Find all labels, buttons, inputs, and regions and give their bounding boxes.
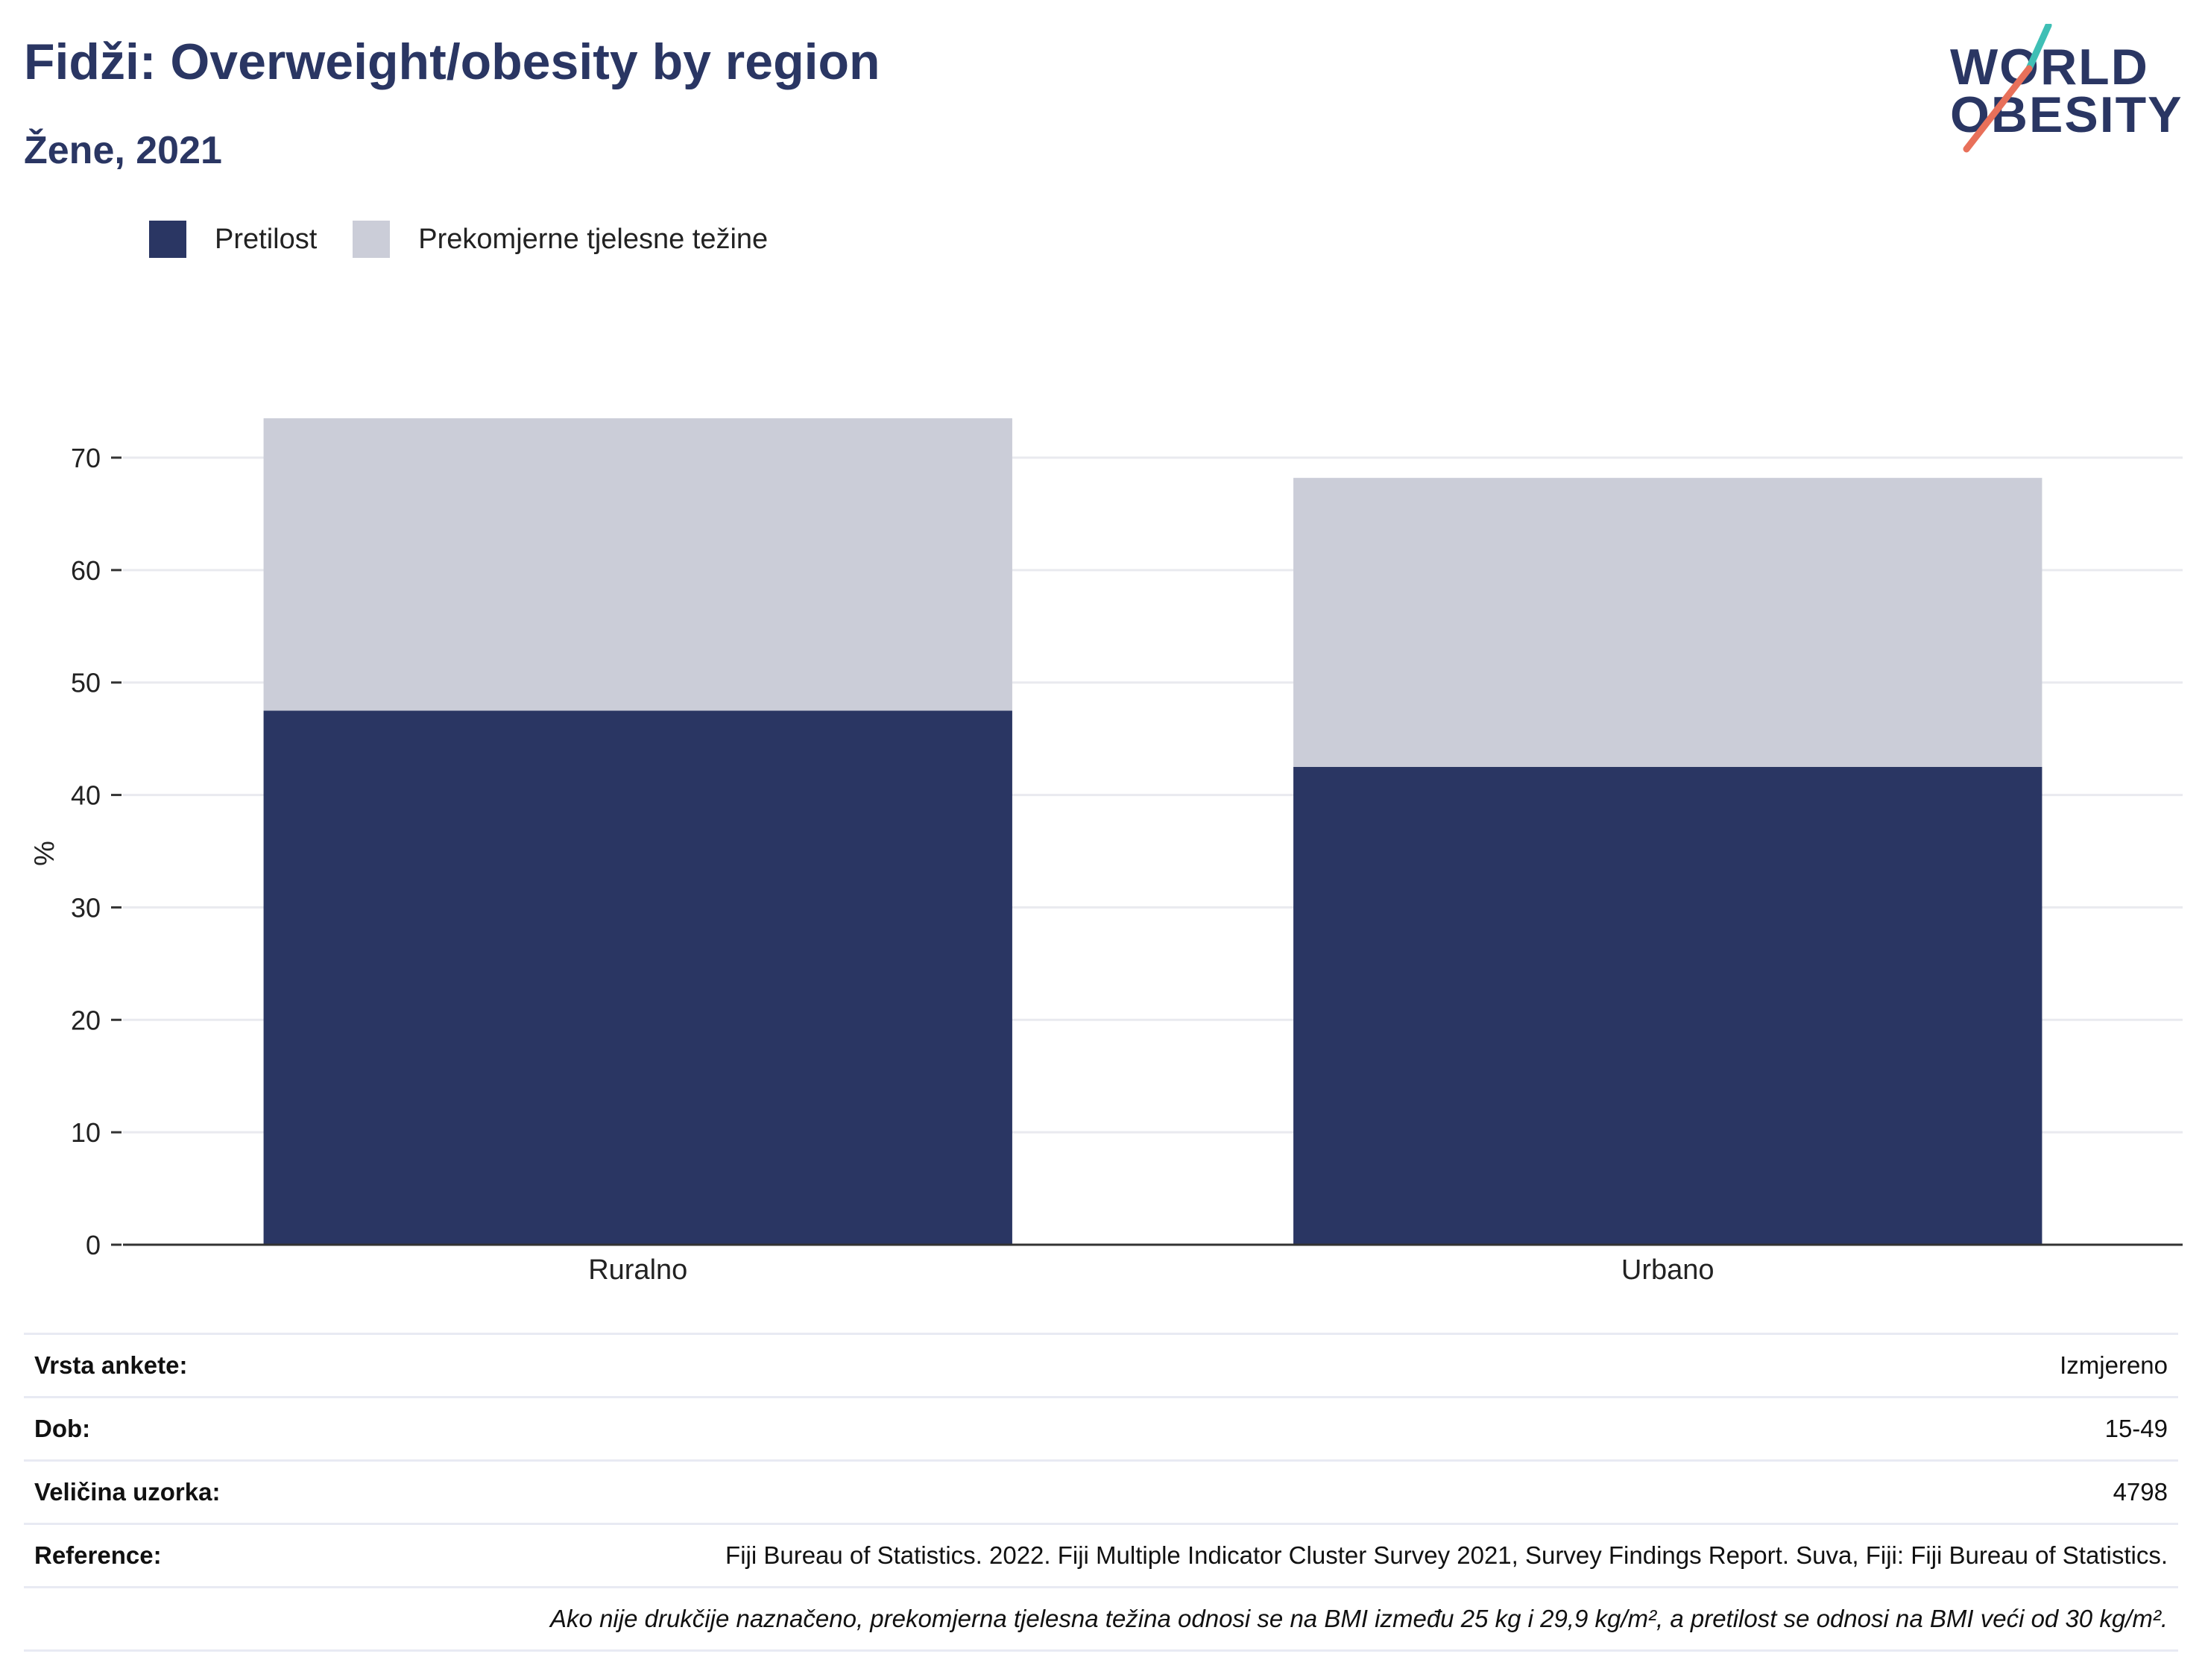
logo-line-1: WORLD [1950,39,2149,95]
info-value: 15-49 [2104,1415,2168,1442]
info-label: Reference: [34,1541,162,1569]
definition-note: Ako nije drukčije naznačeno, prekomjerna… [550,1605,2168,1632]
y-tick-label: 70 [71,443,101,473]
info-row-note: Ako nije drukčije naznačeno, prekomjerna… [24,1586,2178,1652]
y-axis-label: % [29,841,60,866]
info-value: 4798 [2113,1478,2168,1506]
legend-swatch-obesity [149,221,186,258]
y-tick-label: 0 [86,1230,101,1260]
info-label: Veličina uzorka: [34,1478,221,1506]
info-label: Vrsta ankete: [34,1351,188,1379]
y-tick-label: 50 [71,668,101,698]
y-tick-label: 40 [71,780,101,811]
info-row-survey-type: Vrsta ankete: Izmjereno [24,1333,2178,1396]
chart-subtitle: Žene, 2021 [24,129,222,172]
legend-label-obesity: Pretilost [215,223,318,255]
y-tick-label: 30 [71,892,101,923]
survey-info-table: Vrsta ankete: Izmjereno Dob: 15-49 Velič… [24,1333,2178,1652]
stacked-bar-chart: 0 10 20 30 40 50 60 70% Ruralno Urbano [29,418,2183,1286]
legend-swatch-overweight [353,221,391,258]
chart-title: Fidži: Overweight/obesity by region [24,34,880,90]
world-obesity-logo: WORLD OBESITY [1946,24,2192,158]
bar-overweight-urbano [1293,478,2042,767]
logo-line-2: OBESITY [1950,86,2183,143]
logo-slash-icon [1963,24,2052,153]
bar-obesity-ruralno [263,710,1012,1245]
y-tick-label: 20 [71,1005,101,1035]
bar-obesity-urbano [1293,766,2042,1245]
legend-item-obesity[interactable]: Pretilost [149,221,317,258]
info-row-sample-size: Veličina uzorka: 4798 [24,1459,2178,1523]
x-tick-label: Urbano [1621,1254,1715,1286]
info-row-age: Dob: 15-49 [24,1396,2178,1459]
bar-overweight-ruralno [263,418,1012,711]
x-tick-label: Ruralno [588,1254,687,1286]
info-value: Izmjereno [2060,1351,2168,1379]
y-tick-label: 10 [71,1117,101,1148]
info-label: Dob: [34,1415,91,1442]
info-value: Fiji Bureau of Statistics. 2022. Fiji Mu… [725,1541,2168,1569]
chart-legend: Pretilost Prekomjerne tjelesne težine [149,221,804,258]
legend-item-overweight[interactable]: Prekomjerne tjelesne težine [353,221,768,258]
y-tick-label: 60 [71,555,101,586]
info-row-reference: Reference: Fiji Bureau of Statistics. 20… [24,1523,2178,1586]
legend-label-overweight: Prekomjerne tjelesne težine [418,223,769,255]
